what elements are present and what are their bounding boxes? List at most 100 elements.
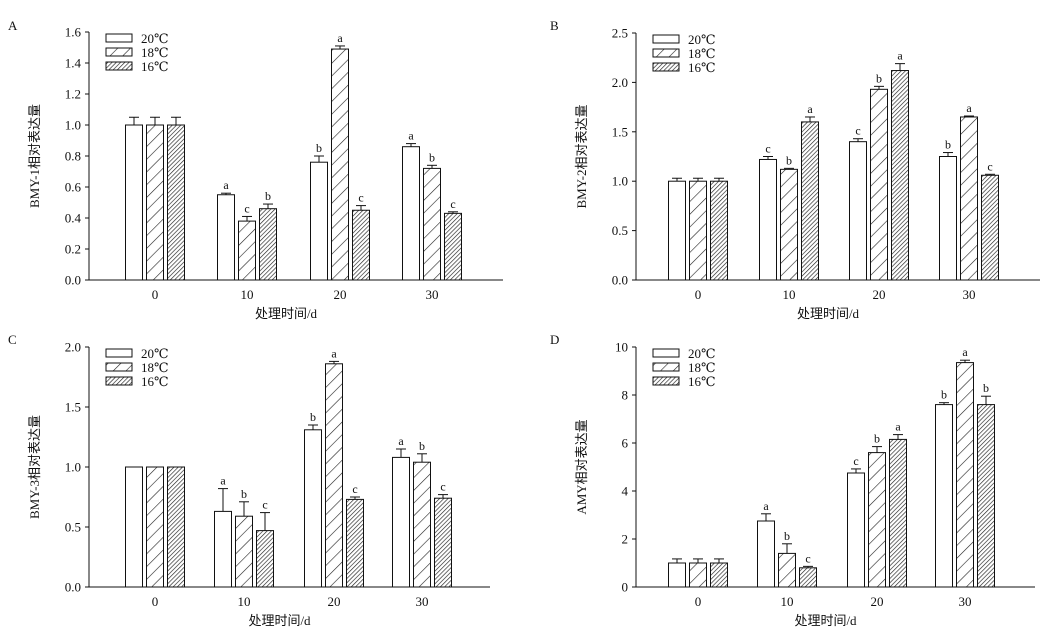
significance-letter: a (398, 434, 404, 448)
legend-swatch (652, 48, 680, 58)
significance-letter: b (316, 141, 322, 155)
bar-18℃ (413, 461, 431, 588)
legend-label: 20℃ (141, 31, 169, 46)
bar-20℃ (759, 158, 777, 281)
significance-letter: b (265, 189, 271, 203)
y-tick-label: 0.4 (65, 211, 82, 226)
panel-c: C 0.0 0.5 1.0 1.5 2.0 0 10 20 30 处理时间/d BMY-3相对表达量 a… (8, 332, 490, 628)
x-tick-label: 30 (959, 594, 972, 609)
bar-20℃ (402, 146, 420, 281)
bar-16℃ (167, 124, 185, 281)
legend-label: 18℃ (141, 45, 169, 60)
y-tick-label: 0.8 (65, 149, 81, 164)
legend-label: 16℃ (141, 374, 169, 389)
significance-letter: b (983, 381, 989, 395)
significance-letter: c (855, 124, 860, 138)
bar-16℃ (259, 208, 277, 281)
legend-swatch (652, 348, 680, 358)
significance-letter: a (337, 31, 343, 45)
significance-letter: b (786, 153, 792, 167)
legend-swatch (105, 362, 133, 372)
significance-letter: b (876, 71, 882, 85)
bar-20℃ (668, 180, 686, 281)
significance-letter: a (220, 474, 226, 488)
bar-16℃ (801, 121, 819, 281)
significance-letter: a (807, 102, 813, 116)
significance-letter: a (408, 129, 414, 143)
y-tick-label: 0.0 (65, 580, 81, 595)
legend-swatch (652, 34, 680, 44)
x-axis-label: 处理时间/d (248, 613, 311, 628)
bar-18℃ (960, 116, 978, 281)
panel-label: C (8, 332, 17, 347)
significance-letter: b (241, 487, 247, 501)
significance-letter: a (962, 345, 968, 359)
legend-label: 16℃ (688, 374, 716, 389)
panel-d: D 0 2 4 6 8 10 0 10 20 30 处理时间/d AMY相对表达量 a c b 20℃ b b a 18… (550, 332, 1035, 628)
bar-16℃ (977, 404, 995, 588)
legend-swatch (105, 376, 133, 386)
bar-16℃ (710, 562, 728, 588)
y-tick-label: 1.0 (612, 174, 628, 189)
bar-18℃ (235, 515, 253, 588)
panel-a: A 0.0 0.2 0.4 0.6 0.8 1.0 1.2 1.4 1.6 0 10 20 30 处理时间/… (8, 18, 503, 321)
bar-20℃ (310, 161, 328, 281)
significance-letter: b (419, 439, 425, 453)
y-tick-label: 2.0 (65, 340, 81, 355)
bar-18℃ (868, 452, 886, 588)
bar-18℃ (956, 362, 974, 588)
x-tick-label: 20 (334, 287, 347, 302)
legend-swatch (105, 348, 133, 358)
x-axis-label: 处理时间/d (255, 306, 318, 321)
significance-letter: a (331, 346, 337, 360)
bar-16℃ (256, 530, 274, 588)
bar-16℃ (434, 497, 452, 588)
x-tick-label: 0 (152, 594, 159, 609)
significance-letter: c (853, 454, 858, 468)
bar-18℃ (331, 48, 349, 281)
y-tick-label: 1.2 (65, 87, 81, 102)
x-tick-label: 0 (695, 594, 702, 609)
legend-label: 16℃ (688, 60, 716, 75)
bar-16℃ (444, 212, 462, 281)
legend-swatch (652, 376, 680, 386)
y-tick-label: 2.0 (612, 75, 628, 90)
x-tick-label: 30 (416, 594, 429, 609)
legend-label: 18℃ (688, 46, 716, 61)
panel-label: B (550, 18, 559, 33)
significance-letter: b (874, 432, 880, 446)
significance-letter: b (941, 388, 947, 402)
bar-20℃ (935, 404, 953, 588)
significance-letter: a (895, 420, 901, 434)
x-tick-label: 30 (963, 287, 976, 302)
y-tick-label: 6 (622, 436, 629, 451)
significance-letter: c (358, 191, 363, 205)
legend-label: 18℃ (688, 360, 716, 375)
significance-letter: c (440, 480, 445, 494)
significance-letter: b (310, 410, 316, 424)
significance-letter: c (765, 142, 770, 156)
bar-16℃ (352, 209, 370, 281)
significance-letter: a (897, 49, 903, 63)
legend-swatch (105, 61, 133, 71)
y-tick-label: 1.4 (65, 56, 82, 71)
x-tick-label: 20 (871, 594, 884, 609)
y-axis-label: AMY相对表达量 (574, 419, 589, 514)
legend-swatch (652, 362, 680, 372)
y-tick-label: 1.0 (65, 460, 81, 475)
bar-18℃ (146, 124, 164, 281)
bar-20℃ (125, 124, 143, 281)
significance-letter: b (784, 529, 790, 543)
significance-letter: c (805, 551, 810, 565)
legend-label: 20℃ (688, 32, 716, 47)
legend-label: 20℃ (141, 346, 169, 361)
significance-letter: a (966, 101, 972, 115)
x-tick-label: 0 (695, 287, 702, 302)
panel-b: B 0.0 0.5 1.0 1.5 2.0 2.5 0 10 20 30 处理时间/d BMY-2相对表… (550, 18, 1040, 321)
y-tick-label: 1.5 (65, 400, 81, 415)
bar-20℃ (757, 520, 775, 588)
y-tick-label: 8 (622, 388, 629, 403)
x-axis-label: 处理时间/d (797, 306, 860, 321)
bar-18℃ (689, 562, 707, 588)
